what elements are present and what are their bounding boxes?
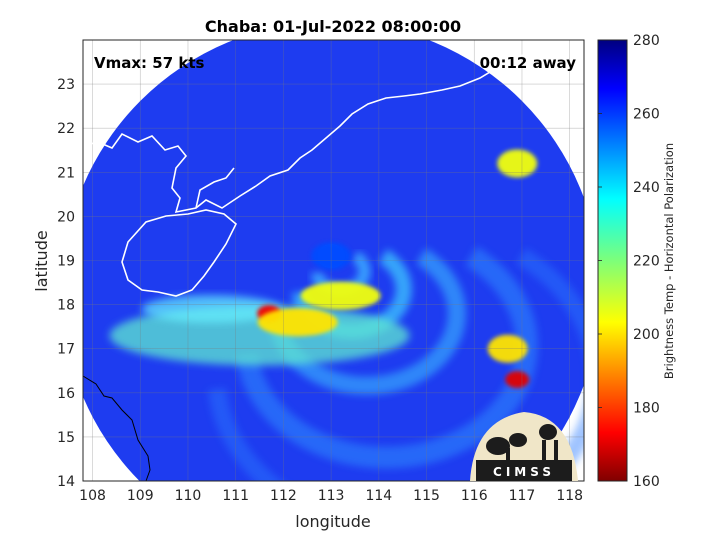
spiral-band [208, 248, 584, 481]
x-tick-label: 116 [461, 488, 488, 504]
y-tick-label: 20 [57, 209, 75, 225]
northeast-cell [497, 149, 538, 178]
western-band [141, 295, 282, 324]
colorbar [597, 39, 628, 482]
y-tick-label: 16 [57, 386, 75, 402]
x-tick-label: 111 [222, 488, 249, 504]
x-tick-label: 117 [509, 488, 536, 504]
south-china-coast [83, 41, 557, 214]
x-tick-label: 108 [79, 488, 106, 504]
axes-box [82, 39, 585, 482]
coastlines [83, 41, 557, 297]
y-tick-labels: 14 15 16 17 18 19 20 21 22 23 [57, 77, 75, 490]
rainband [257, 308, 338, 337]
hainan-island [121, 209, 237, 297]
cimss-logo: CIMSS [470, 412, 578, 481]
spiral-band [236, 246, 538, 469]
y-tick-label: 19 [57, 254, 75, 270]
x-tick-label: 109 [127, 488, 154, 504]
cimss-logo-text: CIMSS [493, 465, 555, 479]
y-tick-label: 22 [57, 121, 75, 137]
colorbar-label: Brightness Temp - Horizontal Polarizatio… [662, 143, 676, 379]
x-tick-label: 118 [556, 488, 583, 504]
colorbar-tick-label: 240 [633, 180, 660, 196]
brightness-temp-swath [83, 40, 584, 481]
x-axis-label: longitude [295, 512, 370, 531]
x-tick-labels: 108 109 110 111 112 113 114 115 116 117 118 [79, 488, 583, 504]
y-tick-label: 23 [57, 77, 75, 93]
y-tick-label: 15 [57, 430, 75, 446]
eastern-band [487, 334, 528, 363]
colorbar-tick-label: 180 [633, 401, 660, 417]
colorbar-tick-label: 280 [633, 33, 660, 49]
swath-features [109, 149, 584, 481]
x-tick-label: 115 [413, 488, 440, 504]
y-tick-label: 17 [57, 342, 75, 358]
eye [311, 242, 352, 271]
x-tick-label: 114 [365, 488, 392, 504]
colorbar-tick-labels: 160 180 200 220 240 260 280 [598, 33, 660, 490]
colorbar-tick-label: 220 [633, 254, 660, 270]
colorbar-tick-label: 160 [633, 474, 660, 490]
y-tick-label: 14 [57, 474, 75, 490]
x-tick-label: 113 [318, 488, 345, 504]
grid [83, 40, 584, 482]
rainband [300, 281, 381, 310]
vietnam-coast [82, 375, 151, 482]
leizhou-peninsula [195, 167, 235, 209]
time-away-annotation: 00:12 away [480, 54, 577, 72]
eastern-band [505, 371, 530, 388]
chart-title: Chaba: 01-Jul-2022 08:00:00 [205, 17, 461, 36]
y-axis-label: latitude [32, 230, 51, 291]
x-tick-label: 110 [175, 488, 202, 504]
y-tick-label: 18 [57, 298, 75, 314]
x-tick-label: 112 [270, 488, 297, 504]
y-tick-label: 21 [57, 165, 75, 181]
colorbar-tick-label: 200 [633, 327, 660, 343]
vmax-annotation: Vmax: 57 kts [94, 54, 204, 72]
colorbar-tick-label: 260 [633, 107, 660, 123]
